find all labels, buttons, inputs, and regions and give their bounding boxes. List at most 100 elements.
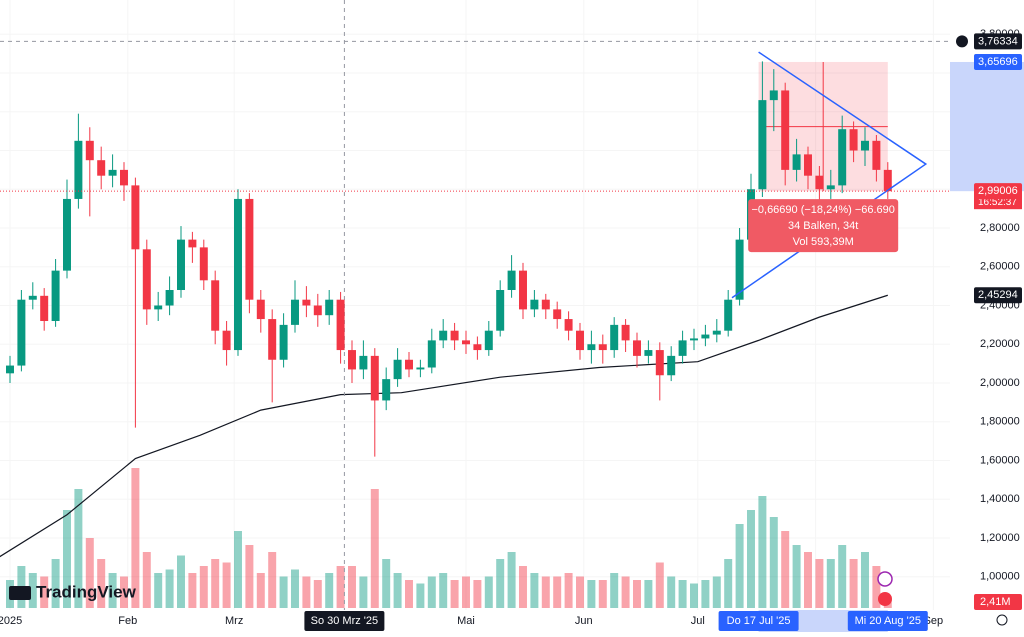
measure-info-text: −0,66690 (−18,24%) −66.690 — [751, 204, 894, 216]
volume-bar — [177, 555, 185, 608]
candle-body — [587, 344, 596, 351]
candle-body — [598, 344, 607, 351]
volume-bar — [268, 552, 277, 608]
x-tick-label: Feb — [118, 615, 137, 627]
volume-bar — [142, 552, 151, 608]
candle-body — [838, 129, 847, 186]
crosshair-date-box — [304, 611, 385, 631]
candle-body — [484, 330, 493, 351]
candle-body — [678, 340, 687, 356]
moving-average — [0, 294, 888, 558]
y-tick-label: 2,00000 — [980, 377, 1020, 389]
x-tick-label: 2025 — [0, 615, 22, 627]
alert-icon[interactable] — [877, 571, 893, 587]
volume-bar — [826, 559, 835, 608]
logo: TradingView — [9, 582, 137, 601]
candle-body — [405, 359, 413, 370]
range-start-date-box — [718, 611, 799, 631]
countdown-box — [974, 197, 1022, 210]
volume-bar — [188, 573, 197, 608]
candle-body — [553, 309, 562, 320]
volume-bar — [199, 566, 208, 608]
candle-body — [792, 154, 801, 170]
volume-bar — [690, 583, 698, 608]
candle-body — [211, 280, 220, 331]
volume-bar — [279, 576, 288, 608]
crosshair-date: So 30 Mrz '25 — [311, 615, 379, 627]
volume-bar — [131, 468, 140, 608]
x-tick-label: Jun — [575, 615, 593, 627]
volume-bar — [348, 566, 356, 608]
candle-body — [701, 334, 710, 339]
candle-body — [142, 249, 151, 310]
volume-bar — [154, 573, 163, 608]
price-label-box — [974, 53, 1022, 70]
candle-body — [256, 299, 265, 320]
candle-body — [40, 295, 49, 322]
range-end-date: Mi 20 Aug '25 — [855, 615, 921, 627]
candle-body — [826, 185, 835, 190]
candle-body — [97, 160, 106, 176]
volume-bar — [211, 559, 220, 608]
volume-bar — [74, 489, 83, 608]
candle-body — [222, 330, 231, 351]
candle-body — [245, 198, 254, 300]
y-tick-label: 2,60000 — [980, 261, 1020, 273]
candle-body — [291, 299, 299, 325]
candle-body — [724, 299, 733, 331]
volume-bar — [245, 545, 254, 608]
volume-bar — [678, 580, 687, 608]
candle-body — [610, 324, 619, 351]
volume-bar — [701, 580, 710, 608]
volume-bar — [519, 566, 527, 608]
y-tick-label: 1,20000 — [980, 532, 1020, 544]
price-label-box — [974, 287, 1022, 304]
range-start-date: Do 17 Jul '25 — [727, 615, 791, 627]
plot-area: −0,66690 (−18,24%) −66.690 34 Balken, 34t… — [0, 0, 950, 610]
candle-body — [51, 270, 60, 322]
volume-bar — [496, 559, 505, 608]
candle-body — [120, 169, 128, 186]
volume-bar — [507, 552, 516, 608]
volume-bar — [564, 573, 573, 608]
volume-bar — [416, 583, 425, 608]
volume-bar — [781, 531, 790, 608]
price-label: 3,76334 — [978, 35, 1018, 47]
candle-body — [781, 90, 790, 170]
volume-bar — [655, 562, 664, 608]
candle-body — [370, 355, 379, 401]
candle-body — [804, 154, 812, 176]
volume-bar — [120, 576, 128, 608]
candle-body — [302, 299, 311, 306]
volume-bar — [712, 576, 721, 608]
volume-bar — [473, 580, 482, 608]
settings-icon[interactable] — [996, 614, 1008, 626]
volume-bar — [553, 576, 562, 608]
x-tick-label: Mrz — [225, 615, 243, 627]
candle-body — [188, 239, 197, 248]
volume-bar — [370, 489, 379, 608]
volume-bar — [644, 580, 653, 608]
candle-body — [416, 367, 425, 370]
overlay-icons — [877, 571, 1008, 626]
candle-body — [234, 198, 242, 351]
volume-bar — [621, 576, 630, 608]
y-tick-label: 2,20000 — [980, 338, 1020, 350]
volume-bar — [769, 517, 778, 608]
candle-body — [712, 330, 721, 335]
candle-body — [382, 379, 391, 401]
volume-bar — [747, 510, 755, 608]
volume-bar — [51, 559, 60, 608]
y-tick-label: 2,80000 — [980, 222, 1020, 234]
price-label: 3,65696 — [978, 56, 1018, 68]
volume-bar — [439, 573, 448, 608]
candle-body — [279, 324, 288, 360]
measure-info-box — [748, 199, 899, 253]
candle-body — [108, 169, 117, 176]
candle-body — [63, 198, 71, 271]
candle-body — [313, 305, 322, 316]
candle-body — [758, 100, 767, 190]
event-icon[interactable] — [878, 592, 892, 606]
candle-body — [861, 140, 869, 151]
volume-bar — [633, 580, 641, 608]
